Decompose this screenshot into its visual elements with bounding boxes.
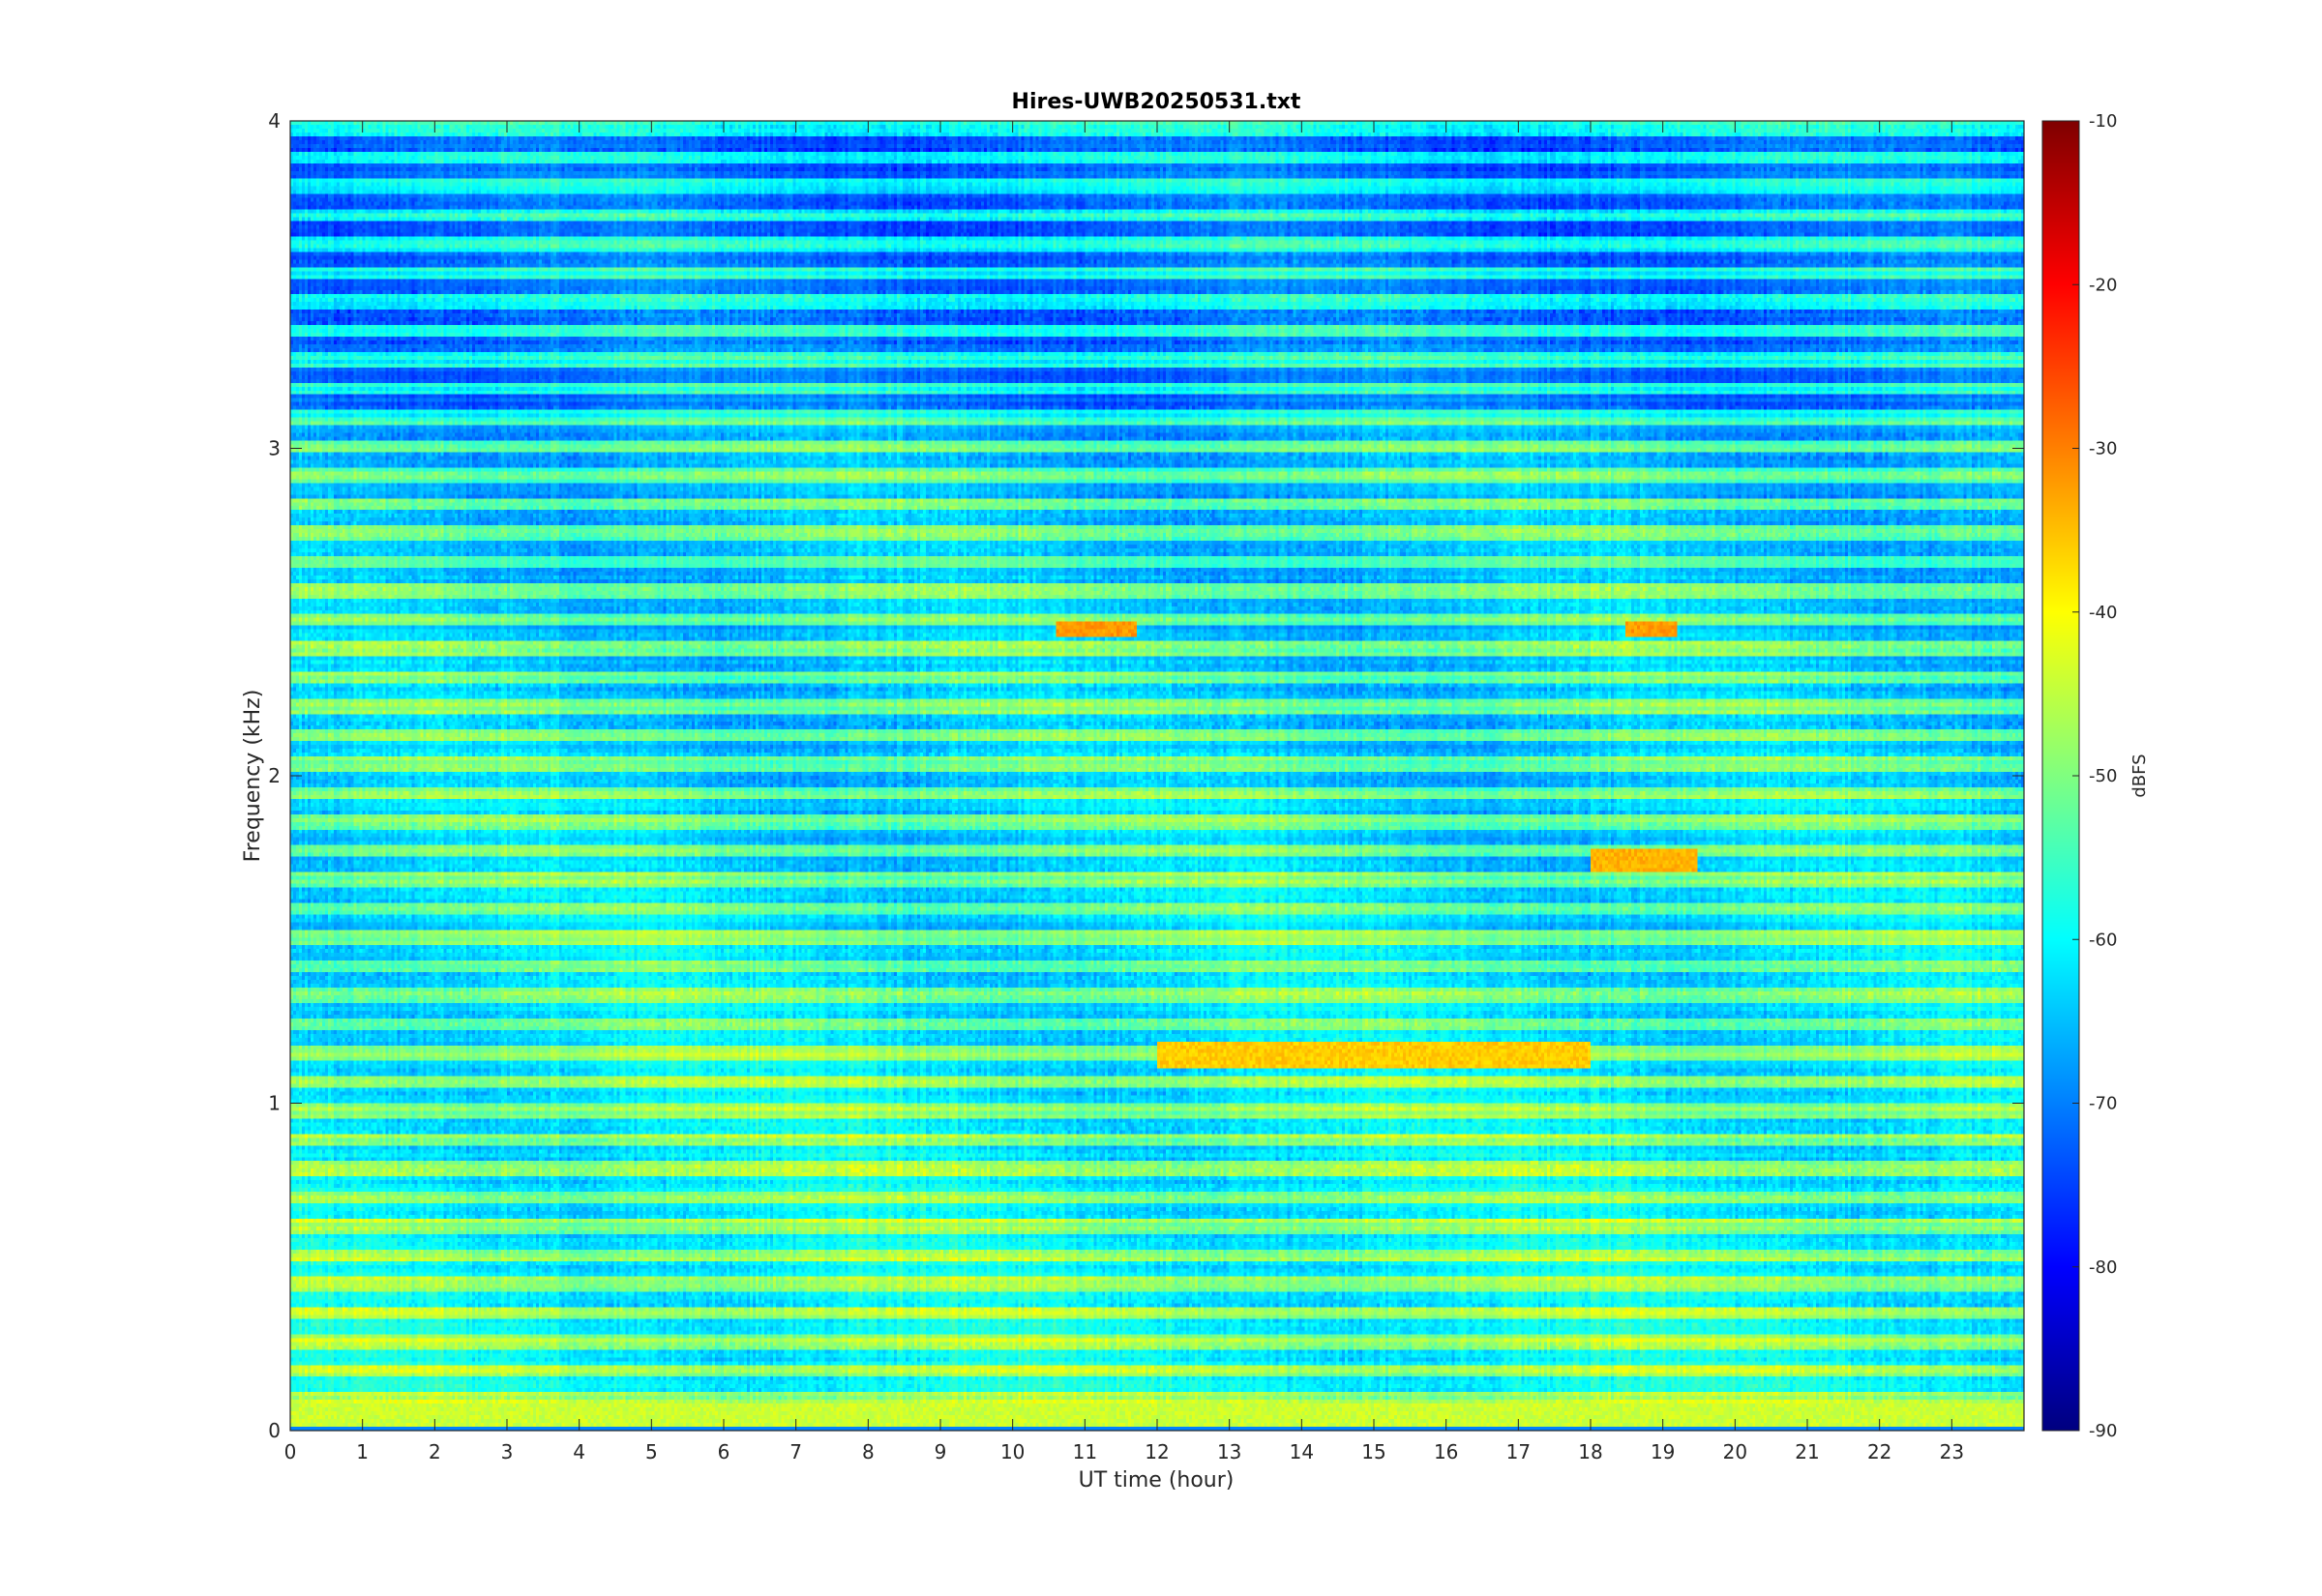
x-tick-label: 10 bbox=[1000, 1440, 1025, 1463]
colorbar-tick-label: -50 bbox=[2089, 766, 2117, 786]
y-tick-label: 0 bbox=[268, 1419, 281, 1442]
colorbar-tick-label: -70 bbox=[2089, 1094, 2117, 1114]
x-tick-label: 11 bbox=[1073, 1440, 1097, 1463]
colorbar: -90 -80 -70 -60 -50 -40 -30 -20 -10 dBFS bbox=[2041, 111, 2150, 1441]
y-tick-label: 1 bbox=[268, 1092, 281, 1115]
x-tick-label: 14 bbox=[1290, 1440, 1314, 1463]
x-tick-label: 23 bbox=[1940, 1440, 1964, 1463]
colorbar-tick-label: -80 bbox=[2089, 1257, 2117, 1278]
x-tick-label: 20 bbox=[1723, 1440, 1747, 1463]
colorbar-tick-label: -30 bbox=[2089, 439, 2117, 459]
x-tick-label: 18 bbox=[1578, 1440, 1602, 1463]
x-tick-label: 16 bbox=[1434, 1440, 1458, 1463]
colorbar-tick-label: -20 bbox=[2089, 275, 2117, 295]
y-tick-label: 2 bbox=[268, 764, 281, 787]
colorbar-tick-label: -90 bbox=[2089, 1421, 2117, 1441]
x-tick-label: 17 bbox=[1506, 1440, 1531, 1463]
x-tick-label: 3 bbox=[501, 1440, 514, 1463]
colorbar-ticks: -90 -80 -70 -60 -50 -40 -30 -20 -10 bbox=[2072, 111, 2117, 1441]
x-axis-label: UT time (hour) bbox=[1079, 1468, 1235, 1493]
x-tick-label: 9 bbox=[935, 1440, 947, 1463]
x-tick-label: 2 bbox=[429, 1440, 441, 1463]
x-axis-ticks: 0 1 2 3 4 5 6 7 8 9 10 11 12 13 14 15 16 17 18 19 20 21 22 23 bbox=[284, 121, 1964, 1463]
colorbar-label: dBFS bbox=[2129, 754, 2150, 797]
x-tick-label: 8 bbox=[862, 1440, 875, 1463]
x-tick-label: 0 bbox=[284, 1440, 297, 1463]
spectrogram-heatmap bbox=[290, 121, 2024, 1431]
y-tick-label: 4 bbox=[268, 109, 281, 133]
x-tick-label: 1 bbox=[356, 1440, 369, 1463]
y-tick-label: 3 bbox=[268, 437, 281, 460]
x-tick-label: 19 bbox=[1651, 1440, 1675, 1463]
x-tick-label: 15 bbox=[1361, 1440, 1385, 1463]
x-tick-label: 21 bbox=[1795, 1440, 1819, 1463]
y-axis-label: Frequency (kHz) bbox=[241, 690, 265, 863]
x-tick-label: 13 bbox=[1217, 1440, 1241, 1463]
x-tick-label: 6 bbox=[718, 1440, 730, 1463]
colorbar-tick-label: -10 bbox=[2089, 111, 2117, 132]
plot-area bbox=[289, 120, 2025, 1432]
x-tick-label: 5 bbox=[645, 1440, 658, 1463]
x-tick-label: 12 bbox=[1145, 1440, 1169, 1463]
x-tick-label: 22 bbox=[1867, 1440, 1891, 1463]
y-axis-ticks: 0 1 2 3 4 bbox=[268, 109, 2024, 1442]
colorbar-tick-label: -40 bbox=[2089, 603, 2117, 623]
x-tick-label: 7 bbox=[789, 1440, 802, 1463]
x-tick-label: 4 bbox=[573, 1440, 585, 1463]
colorbar-tick-label: -60 bbox=[2089, 930, 2117, 950]
chart-title: Hires-UWB20250531.txt bbox=[1012, 90, 1301, 114]
